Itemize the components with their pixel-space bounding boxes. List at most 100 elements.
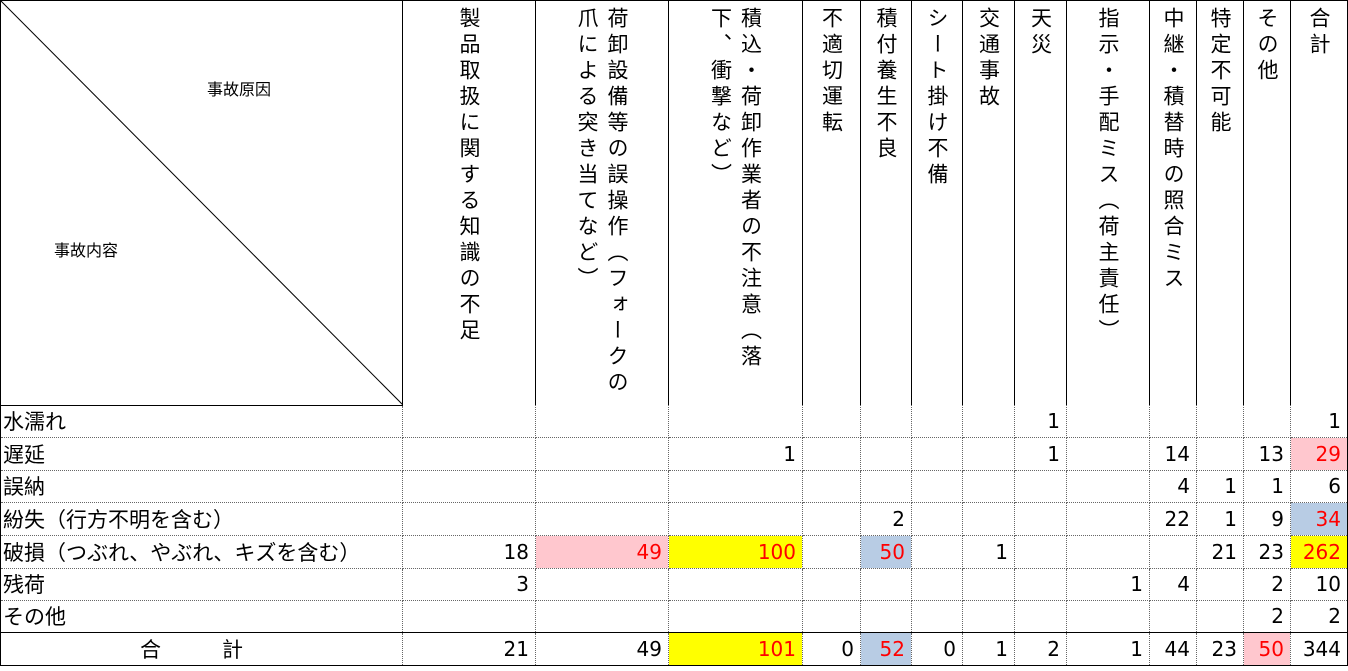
table-cell xyxy=(535,405,669,438)
table-cell xyxy=(802,405,861,438)
row-total-cell: 1 xyxy=(1290,405,1348,438)
table-cell xyxy=(911,568,963,601)
total-cell: 2 xyxy=(1014,632,1067,666)
col-header-carelessness: 積込・荷卸作業者の不注意（落下、衝撃など） xyxy=(668,0,803,405)
col-header-equipment: 荷卸設備等の誤操作（フォークの爪による突き当てなど） xyxy=(535,0,669,405)
table-cell xyxy=(1149,600,1197,633)
table-cell: 3 xyxy=(402,568,536,601)
table-cell xyxy=(1014,502,1067,536)
col-header-instruction: 指示・手配ミス（荷主責任） xyxy=(1066,0,1150,405)
grand-total-cell: 344 xyxy=(1290,632,1348,666)
col-header-other: その他 xyxy=(1243,0,1291,405)
total-cell: 50 xyxy=(1243,632,1291,666)
table-cell: 2 xyxy=(860,502,912,536)
table-cell xyxy=(860,568,912,601)
table-row: 紛失（行方不明を含む） 2 22 1 9 34 xyxy=(0,502,1348,536)
header-row: 事故原因 事故内容 製品取扱に関する知識の不足 荷卸設備等の誤操作（フォークの爪… xyxy=(0,0,1348,406)
table-cell xyxy=(1066,470,1150,503)
table-cell xyxy=(962,437,1015,471)
table-cell xyxy=(802,568,861,601)
col-header-disaster: 天災 xyxy=(1014,0,1067,405)
col-header-stowage: 積付養生不良 xyxy=(860,0,912,405)
table-cell xyxy=(535,502,669,536)
table-cell: 13 xyxy=(1243,437,1291,471)
table-cell xyxy=(1149,405,1197,438)
row-total-cell: 34 xyxy=(1290,502,1348,536)
table-cell xyxy=(802,502,861,536)
row-total-cell: 6 xyxy=(1290,470,1348,503)
table-row: 遅延 1 1 14 13 29 xyxy=(0,437,1348,471)
table-cell xyxy=(1014,535,1067,569)
table-cell xyxy=(860,470,912,503)
table-row: 水濡れ 1 1 xyxy=(0,405,1348,438)
table-cell xyxy=(668,600,803,633)
table-cell: 21 xyxy=(1196,535,1244,569)
col-header-transfer: 中継・積替時の照合ミス xyxy=(1149,0,1197,405)
table-cell: 22 xyxy=(1149,502,1197,536)
table-cell xyxy=(402,405,536,438)
table-cell xyxy=(1014,600,1067,633)
total-cell: 0 xyxy=(802,632,861,666)
table-cell xyxy=(962,568,1015,601)
total-cell: 1 xyxy=(1066,632,1150,666)
row-label: 紛失（行方不明を含む） xyxy=(0,502,403,536)
table-row: その他 2 2 xyxy=(0,600,1348,633)
corner-header-cell: 事故原因 事故内容 xyxy=(0,0,403,406)
table-cell xyxy=(535,600,669,633)
row-label: その他 xyxy=(0,600,403,633)
table-cell xyxy=(962,600,1015,633)
table-cell xyxy=(802,600,861,633)
table-cell: 4 xyxy=(1149,470,1197,503)
table-cell: 18 xyxy=(402,535,536,569)
table-cell xyxy=(911,437,963,471)
total-cell: 23 xyxy=(1196,632,1244,666)
total-cell: 52 xyxy=(860,632,912,666)
total-cell: 49 xyxy=(535,632,669,666)
table-cell xyxy=(668,405,803,438)
table-cell xyxy=(860,600,912,633)
corner-label-cause: 事故原因 xyxy=(207,80,272,99)
table-cell xyxy=(962,405,1015,438)
table-cell xyxy=(1066,405,1150,438)
corner-diagonal-line xyxy=(1,1,402,405)
table-cell xyxy=(1196,600,1244,633)
table-cell: 1 xyxy=(668,437,803,471)
table-cell xyxy=(860,405,912,438)
table-cell xyxy=(962,502,1015,536)
table-cell: 1 xyxy=(1014,437,1067,471)
table-cell xyxy=(860,437,912,471)
table-cell: 1 xyxy=(1014,405,1067,438)
row-label: 誤納 xyxy=(0,470,403,503)
table-cell xyxy=(402,600,536,633)
row-label: 水濡れ xyxy=(0,405,403,438)
row-total-cell: 29 xyxy=(1290,437,1348,471)
table-cell xyxy=(535,437,669,471)
table-cell xyxy=(402,502,536,536)
table-cell: 100 xyxy=(668,535,803,569)
table-cell: 1 xyxy=(1066,568,1150,601)
row-total-cell: 10 xyxy=(1290,568,1348,601)
table-cell xyxy=(1066,600,1150,633)
total-cell: 44 xyxy=(1149,632,1197,666)
row-total-cell: 262 xyxy=(1290,535,1348,569)
table-cell xyxy=(1149,535,1197,569)
total-cell: 101 xyxy=(668,632,803,666)
table-cell: 1 xyxy=(1243,470,1291,503)
table-cell xyxy=(1066,502,1150,536)
table-cell xyxy=(911,470,963,503)
table-cell: 14 xyxy=(1149,437,1197,471)
col-header-knowledge: 製品取扱に関する知識の不足 xyxy=(402,0,536,405)
table-cell xyxy=(1066,437,1150,471)
table-cell xyxy=(1014,568,1067,601)
table-cell xyxy=(911,502,963,536)
table-cell: 9 xyxy=(1243,502,1291,536)
table-cell xyxy=(1014,470,1067,503)
table-cell xyxy=(962,470,1015,503)
table-cell: 2 xyxy=(1243,600,1291,633)
table-cell xyxy=(911,535,963,569)
table-cell: 49 xyxy=(535,535,669,569)
table-cell xyxy=(802,470,861,503)
table-cell: 2 xyxy=(1243,568,1291,601)
col-header-sheet: シート掛け不備 xyxy=(911,0,963,405)
table-cell xyxy=(1196,568,1244,601)
